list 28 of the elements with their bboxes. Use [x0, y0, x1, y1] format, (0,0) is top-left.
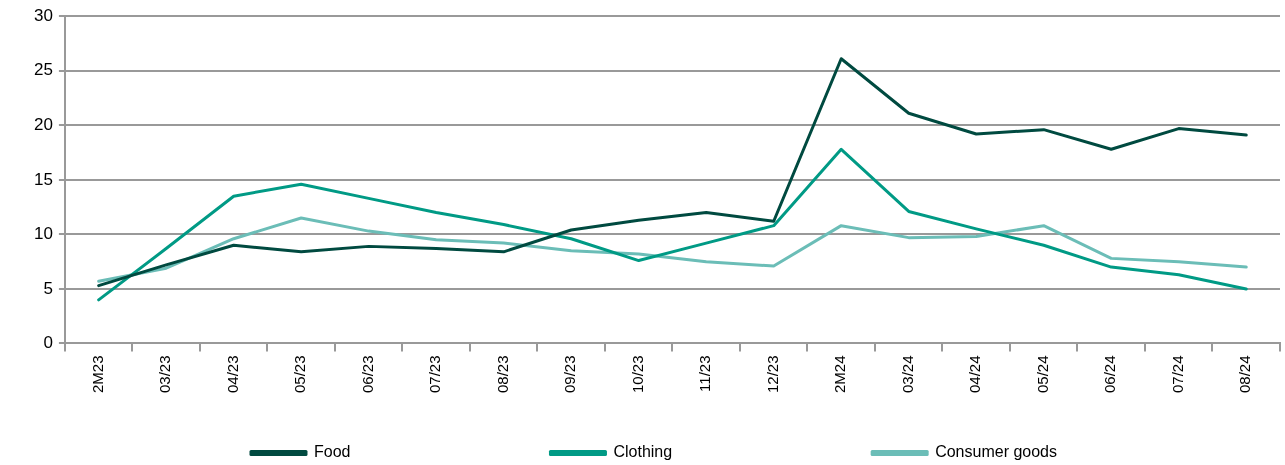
x-tick-label: 12/23 — [763, 355, 781, 394]
legend-label: Food — [313, 443, 351, 461]
x-tick-label: 09/23 — [561, 355, 579, 394]
x-tick-label: 07/24 — [1168, 355, 1186, 394]
x-tick-label: 04/23 — [223, 355, 241, 394]
legend-label: Consumer goods — [935, 443, 1058, 461]
x-tick-label: 04/24 — [966, 355, 984, 394]
x-tick-label: 2M24 — [831, 355, 849, 393]
x-tick-label: 05/23 — [291, 355, 309, 394]
x-tick-label: 03/23 — [156, 355, 174, 394]
x-tick-label: 05/24 — [1033, 355, 1051, 394]
y-tick-label: 0 — [43, 333, 53, 353]
y-tick-label: 25 — [33, 60, 53, 80]
x-tick-label: 06/23 — [358, 355, 376, 394]
x-tick-label: 2M23 — [88, 355, 106, 393]
y-tick-label: 15 — [33, 169, 53, 189]
y-tick-label: 10 — [33, 224, 53, 244]
x-tick-label: 08/23 — [493, 355, 511, 394]
y-tick-label: 5 — [43, 278, 53, 298]
x-tick-label: 07/23 — [426, 355, 444, 394]
y-tick-label: 20 — [33, 114, 53, 134]
y-tick-label: 30 — [33, 5, 53, 25]
legend-label: Clothing — [613, 443, 673, 461]
x-tick-label: 11/23 — [696, 355, 714, 392]
x-tick-label: 06/24 — [1101, 355, 1119, 394]
x-tick-label: 08/24 — [1236, 355, 1254, 394]
x-tick-label: 03/24 — [898, 355, 916, 394]
x-tick-label: 10/23 — [628, 355, 646, 394]
